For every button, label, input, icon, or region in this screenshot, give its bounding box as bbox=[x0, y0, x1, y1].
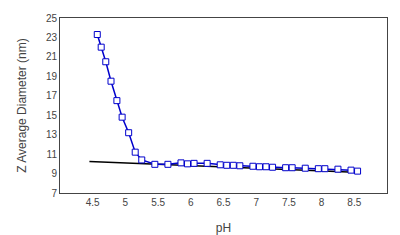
svg-text:7.5: 7.5 bbox=[282, 197, 296, 208]
svg-text:15: 15 bbox=[46, 110, 58, 121]
svg-text:8: 8 bbox=[319, 197, 325, 208]
svg-text:5.5: 5.5 bbox=[151, 197, 165, 208]
svg-text:11: 11 bbox=[47, 149, 58, 160]
svg-text:9: 9 bbox=[51, 168, 57, 179]
svg-text:Z Average Diameter (nm): Z Average Diameter (nm) bbox=[15, 38, 29, 173]
svg-text:5: 5 bbox=[123, 197, 129, 208]
svg-text:7: 7 bbox=[51, 188, 57, 199]
svg-text:7: 7 bbox=[253, 197, 259, 208]
svg-text:25: 25 bbox=[46, 13, 58, 24]
svg-text:23: 23 bbox=[46, 32, 58, 43]
svg-text:4.5: 4.5 bbox=[86, 197, 100, 208]
svg-text:pH: pH bbox=[216, 221, 231, 235]
svg-text:19: 19 bbox=[46, 71, 58, 82]
svg-text:6.5: 6.5 bbox=[217, 197, 231, 208]
svg-text:13: 13 bbox=[46, 129, 58, 140]
svg-text:17: 17 bbox=[46, 90, 58, 101]
svg-text:6: 6 bbox=[188, 197, 194, 208]
svg-text:8.5: 8.5 bbox=[347, 197, 361, 208]
svg-text:21: 21 bbox=[46, 51, 58, 62]
